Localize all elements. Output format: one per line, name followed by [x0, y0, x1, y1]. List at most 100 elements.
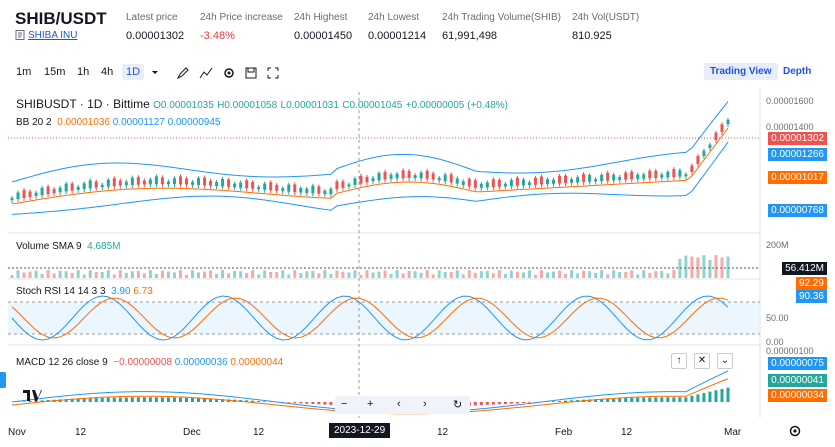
candle-body: [660, 174, 664, 178]
macd-hist-bar: [94, 397, 98, 402]
interval-1d[interactable]: 1D: [122, 64, 145, 80]
candle-body: [106, 179, 110, 187]
candle-body: [545, 179, 549, 185]
interval-1h[interactable]: 1h: [77, 66, 90, 78]
volume-bar: [203, 271, 207, 278]
interval-1m[interactable]: 1m: [16, 66, 32, 78]
candle-body: [594, 179, 598, 182]
candle-body: [696, 156, 700, 164]
volume-bar: [323, 270, 327, 278]
candle-body: [473, 180, 477, 188]
save-icon[interactable]: [244, 66, 258, 80]
volume-bar: [545, 272, 549, 278]
volume-bar: [377, 271, 381, 278]
candle-body: [654, 170, 658, 179]
volume-bar: [485, 270, 489, 278]
fullscreen-icon[interactable]: [266, 66, 280, 80]
settings-gear-icon[interactable]: [788, 424, 802, 438]
chevron-down-icon[interactable]: [148, 66, 162, 80]
candle-body: [678, 170, 682, 177]
volume-bar: [359, 274, 363, 278]
macd-hist-bar: [76, 398, 80, 402]
zoom-in-icon[interactable]: +: [367, 398, 374, 410]
candle-body: [666, 171, 670, 178]
macd-hist-bar: [708, 391, 712, 402]
candle-body: [455, 178, 459, 184]
volume-bar: [233, 270, 237, 278]
x-tick: 12: [621, 427, 633, 438]
macd-hist-bar: [203, 398, 207, 402]
candle-body: [184, 178, 188, 185]
macd-hist-bar: [299, 402, 303, 404]
macd-hist-bar: [509, 402, 513, 404]
macd-hist-bar: [485, 402, 489, 405]
macd-hist-bar: [124, 397, 128, 402]
volume-bar: [341, 271, 345, 278]
scroll-left-icon[interactable]: ‹: [397, 398, 401, 410]
interval-15m[interactable]: 15m: [44, 66, 66, 78]
stoch-tick: 50.00: [766, 313, 789, 323]
volume-bar: [389, 273, 393, 278]
interval-4h[interactable]: 4h: [101, 66, 114, 78]
volume-bar: [413, 271, 417, 278]
candle-body: [431, 173, 435, 180]
volume-bar: [690, 256, 694, 278]
volume-tag: 56.412M: [782, 262, 827, 275]
close-icon[interactable]: ✕: [694, 353, 710, 369]
pane-handle[interactable]: [0, 372, 6, 388]
macd-hist-bar: [564, 400, 568, 402]
candle-body: [672, 169, 676, 178]
macd-hist-bar: [612, 398, 616, 402]
price-tick: 0.00001400: [766, 122, 814, 132]
tab-depth[interactable]: Depth: [783, 66, 812, 77]
macd-hist-bar: [112, 397, 116, 402]
coin-name-link[interactable]: SHIBA INU: [28, 30, 78, 41]
candle-body: [624, 172, 628, 180]
volume-bar: [251, 270, 255, 278]
volume-bar: [245, 272, 249, 278]
volume-bar: [467, 270, 471, 278]
stat-24h-volume: 24h Trading Volume(SHIB) 61,991,498: [442, 12, 561, 42]
candle-body: [124, 181, 128, 186]
stoch-d-line: [11, 297, 729, 339]
candle-body: [281, 188, 285, 192]
candle-body: [251, 182, 255, 189]
candle-body: [172, 178, 176, 185]
macd-hist-bar: [172, 397, 176, 402]
volume-bar: [636, 274, 640, 278]
zoom-out-icon[interactable]: −: [341, 398, 348, 410]
candle-body: [491, 179, 495, 188]
scroll-right-icon[interactable]: ›: [423, 398, 427, 410]
volume-bar: [533, 274, 537, 278]
macd-hist-bar: [521, 402, 525, 404]
macd-hist-bar: [245, 400, 249, 402]
draw-tool-icon[interactable]: [176, 66, 190, 80]
candle-body: [359, 175, 363, 184]
volume-bar: [509, 270, 513, 278]
bb-lower-tag: 0.00000768: [768, 204, 827, 217]
gear-icon[interactable]: [222, 66, 236, 80]
tab-trading-view[interactable]: Trading View: [704, 63, 778, 80]
macd-hist-bar: [88, 398, 92, 402]
macd-hist-bar: [558, 400, 562, 402]
move-up-icon[interactable]: ↑: [671, 353, 687, 369]
last-price-tag: 0.00001302: [768, 132, 827, 145]
candle-body: [160, 177, 164, 185]
volume-bar: [166, 271, 170, 278]
indicators-icon[interactable]: [199, 66, 213, 80]
candle-body: [341, 181, 345, 188]
volume-bar: [624, 271, 628, 278]
macd-hist-bar: [311, 402, 315, 405]
volume-bar: [353, 270, 357, 278]
macd-hist-bar: [191, 397, 195, 402]
candle-body: [437, 177, 441, 181]
volume-bar: [305, 271, 309, 278]
collapse-icon[interactable]: ⌄: [717, 353, 733, 369]
candle-body: [401, 170, 405, 179]
volume-bar: [576, 273, 580, 278]
candle-body: [239, 182, 243, 188]
macd-hist-bar: [178, 397, 182, 402]
candle-body: [88, 180, 92, 189]
reset-icon[interactable]: ↻: [453, 399, 463, 411]
